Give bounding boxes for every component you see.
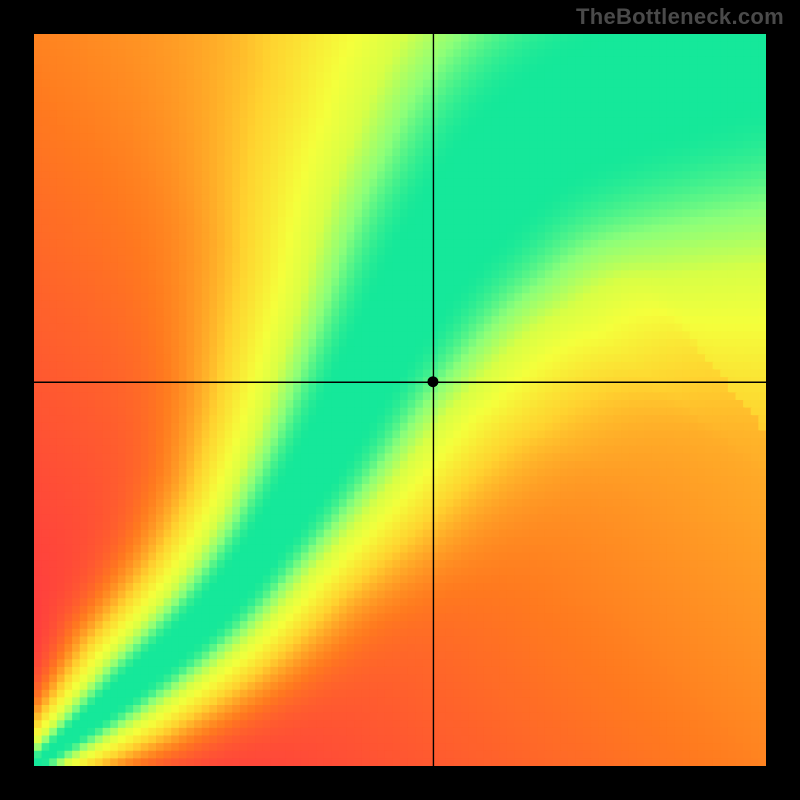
root: TheBottleneck.com xyxy=(0,0,800,800)
heatmap-canvas xyxy=(34,34,766,766)
plot-area xyxy=(34,34,766,766)
watermark-text: TheBottleneck.com xyxy=(576,4,784,30)
